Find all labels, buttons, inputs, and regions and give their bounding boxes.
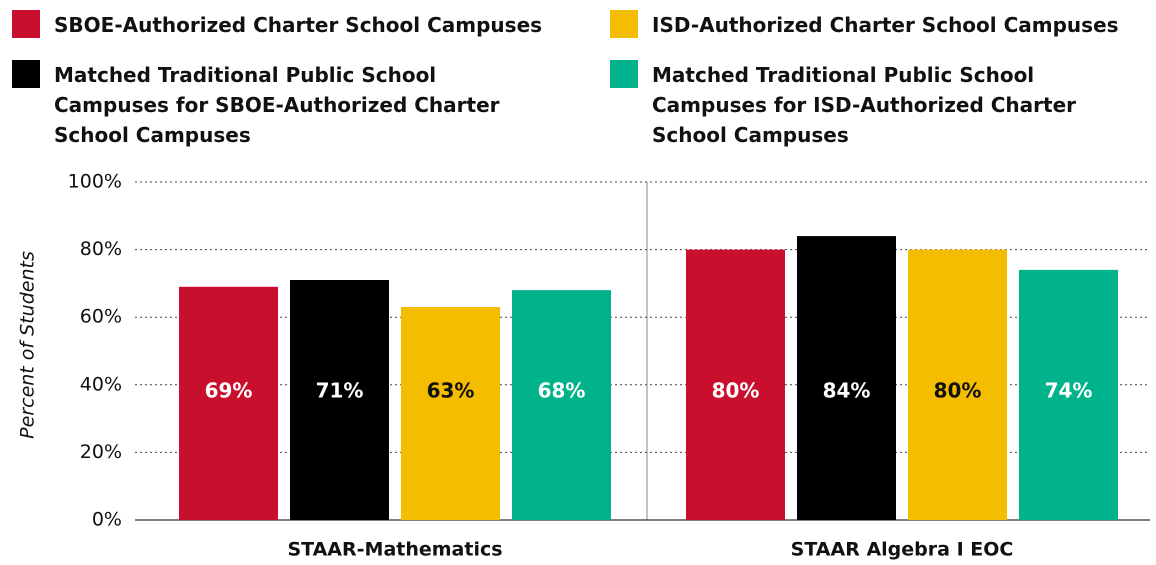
legend-swatch: [12, 60, 40, 88]
value-label: 69%: [205, 379, 253, 403]
legend-label: SBOE-Authorized Charter School Campuses: [54, 10, 554, 40]
y-tick-label: 0%: [92, 509, 122, 531]
value-label: 80%: [934, 379, 982, 403]
page: Percent of Students 0% 20% 40% 60% 80% 100% ST…: [0, 0, 1156, 565]
y-tick-label: 100%: [68, 171, 122, 193]
value-label: 71%: [316, 379, 364, 403]
legend-label: ISD-Authorized Charter School Campuses: [652, 10, 1152, 40]
value-label: 84%: [823, 379, 871, 403]
legend-label: Matched Traditional Public School Campus…: [54, 60, 554, 150]
y-tick-label: 80%: [80, 238, 122, 260]
y-tick-label: 60%: [80, 306, 122, 328]
y-axis-label: Percent of Students: [17, 251, 39, 439]
bar: [401, 307, 500, 520]
legend-label: Matched Traditional Public School Campus…: [652, 60, 1152, 150]
y-tick-label: 40%: [80, 373, 122, 395]
legend-item: Matched Traditional Public School Campus…: [12, 60, 554, 150]
value-label: 80%: [712, 379, 760, 403]
x-tick-label: STAAR-Mathematics: [287, 539, 502, 561]
legend-swatch: [12, 10, 40, 38]
legend-swatch: [610, 10, 638, 38]
value-label: 74%: [1045, 379, 1093, 403]
legend-item: Matched Traditional Public School Campus…: [610, 60, 1152, 150]
x-tick-label: STAAR Algebra I EOC: [791, 539, 1014, 561]
y-tick-label: 20%: [80, 441, 122, 463]
bar: [179, 287, 278, 520]
legend-swatch: [610, 60, 638, 88]
bar: [512, 290, 611, 520]
legend-item: SBOE-Authorized Charter School Campuses: [12, 10, 554, 40]
legend-item: ISD-Authorized Charter School Campuses: [610, 10, 1152, 40]
value-label: 63%: [427, 379, 475, 403]
value-label: 68%: [538, 379, 586, 403]
